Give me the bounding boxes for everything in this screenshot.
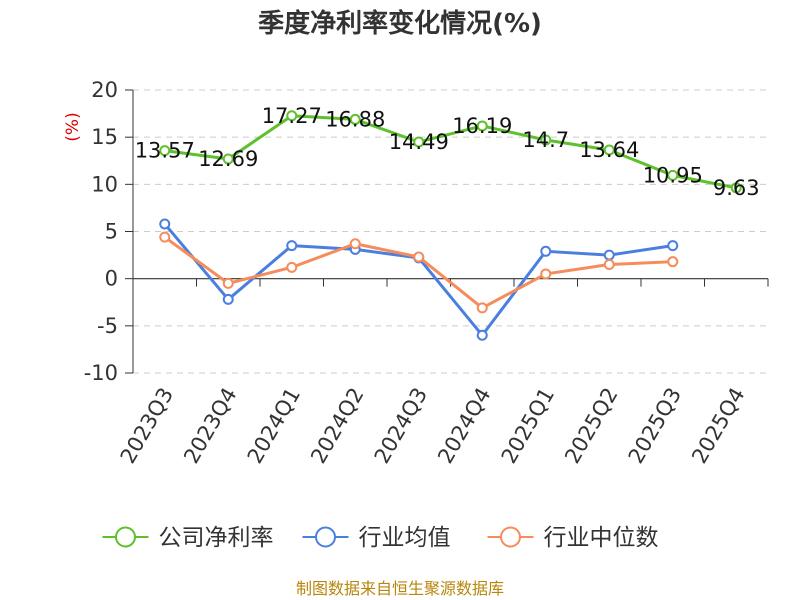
data-point [286,261,298,273]
y-tick-labels: 20 15 10 5 0 -5 -10 [84,78,118,385]
y-tick-label: 10 [91,172,118,196]
data-point [603,259,615,271]
series-line-2 [163,235,673,310]
x-tick-label: 2023Q3 [116,384,178,468]
legend-label: 公司净利率 [159,525,274,551]
legend-marker-circle [115,526,136,548]
data-label: 14.7 [522,128,569,152]
y-tick-label: 20 [91,78,118,102]
x-tick-label: 2025Q3 [624,384,686,468]
series-line-0 [164,114,737,190]
data-point [540,134,552,146]
data-point [349,238,361,250]
source-note: 制图数据来自恒生聚源数据库 [296,579,504,598]
legend-label: 行业中位数 [544,525,659,551]
data-point [159,218,171,230]
x-tick-label: 2025Q4 [687,384,749,468]
data-point [540,245,552,257]
data-label: 14.49 [389,130,449,154]
y-tick-label: 15 [91,125,118,149]
data-point [286,240,298,252]
x-tick-label: 2025Q2 [560,384,622,468]
data-point [349,113,361,125]
data-point [222,153,234,165]
data-point [603,249,615,261]
data-label: 17.27 [262,104,322,128]
data-point [730,182,742,194]
data-point [603,144,615,156]
data-label: 13.57 [135,139,195,163]
legend-marker-circle [500,526,521,548]
legend-marker-circle [315,526,336,548]
chart-title: 季度净利率变化情况(%) [258,8,542,39]
data-label: 10.95 [643,163,703,187]
data-point [159,145,171,157]
data-point [540,268,552,280]
series-layer [159,110,742,341]
data-label: 9.63 [713,176,760,200]
data-label: 16.19 [452,114,512,138]
data-label: 12.69 [198,147,258,171]
y-tick-label: 5 [105,220,118,244]
y-axis-label: (%) [63,112,83,141]
y-tick-label: 0 [105,267,118,291]
y-tick-label: -10 [84,361,118,385]
data-point [667,256,679,268]
legend: 公司净利率 行业均值 行业中位数 [102,525,659,551]
y-tick-label: -5 [97,314,118,338]
data-point [476,302,488,314]
grid-lines [125,89,768,374]
data-label: 16.88 [325,107,385,131]
x-tick-labels: 2023Q3 2023Q4 2024Q1 2024Q2 2024Q3 2024Q4 2025… [116,384,750,468]
data-point [413,136,425,148]
data-point [222,277,234,289]
x-tick-label: 2023Q4 [179,384,241,468]
axes [132,90,769,373]
data-point [222,293,234,305]
data-point [476,329,488,341]
legend-label: 行业均值 [359,525,451,551]
x-tick-label: 2024Q1 [243,384,305,468]
data-point [159,231,171,243]
x-tick-label: 2024Q2 [306,384,368,468]
x-tick-label: 2024Q4 [433,384,495,468]
data-point [413,251,425,263]
data-point [667,169,679,181]
data-label: 13.64 [579,138,639,162]
data-point [667,240,679,252]
x-tick-label: 2024Q3 [370,384,432,468]
data-point [476,120,488,132]
x-tick-label: 2025Q1 [497,384,559,468]
data-point [286,110,298,122]
